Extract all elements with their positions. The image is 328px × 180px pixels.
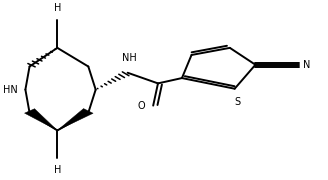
Text: N: N: [303, 60, 311, 70]
Text: S: S: [235, 97, 241, 107]
Text: H: H: [54, 165, 61, 175]
Text: HN: HN: [3, 85, 17, 95]
Text: O: O: [137, 102, 145, 111]
Polygon shape: [57, 109, 93, 130]
Text: NH: NH: [122, 53, 136, 63]
Polygon shape: [25, 109, 57, 130]
Text: H: H: [54, 3, 61, 13]
